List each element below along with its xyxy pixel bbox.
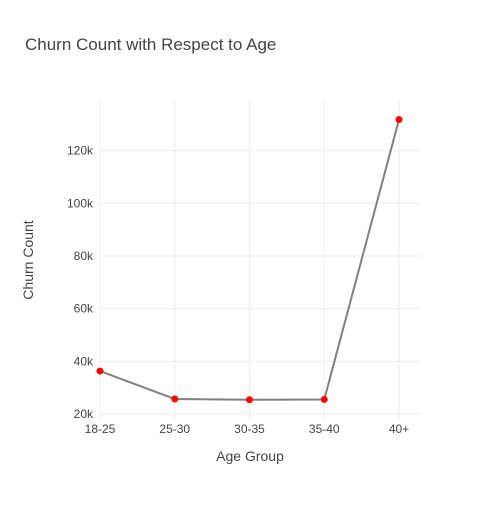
data-point-35-40[interactable] [320,396,328,404]
x-axis-ticks: 18-25 25-30 30-35 35-40 40+ [85,422,410,436]
x-tick-label: 40+ [389,422,409,436]
data-point-40plus[interactable] [395,116,403,124]
data-point-18-25[interactable] [96,367,104,375]
marker-layer [96,116,403,404]
grid [99,100,420,420]
data-point-25-30[interactable] [171,395,179,403]
x-tick-label: 35-40 [309,422,340,436]
y-tick-label: 20k [74,407,94,421]
y-tick-label: 100k [67,196,94,210]
y-tick-label: 40k [74,354,94,368]
y-axis-label: Churn Count [20,220,36,299]
y-tick-label: 120k [67,144,94,158]
y-tick-label: 60k [74,302,94,316]
x-tick-label: 25-30 [159,422,190,436]
data-point-30-35[interactable] [246,396,253,404]
x-tick-label: 30-35 [234,422,265,436]
chart-title: Churn Count with Respect to Age [25,35,276,54]
y-tick-label: 80k [74,249,94,263]
y-axis-ticks: 20k 40k 60k 80k 100k 120k [67,144,94,421]
x-axis-label: Age Group [216,448,284,464]
x-tick-label: 18-25 [85,422,116,436]
